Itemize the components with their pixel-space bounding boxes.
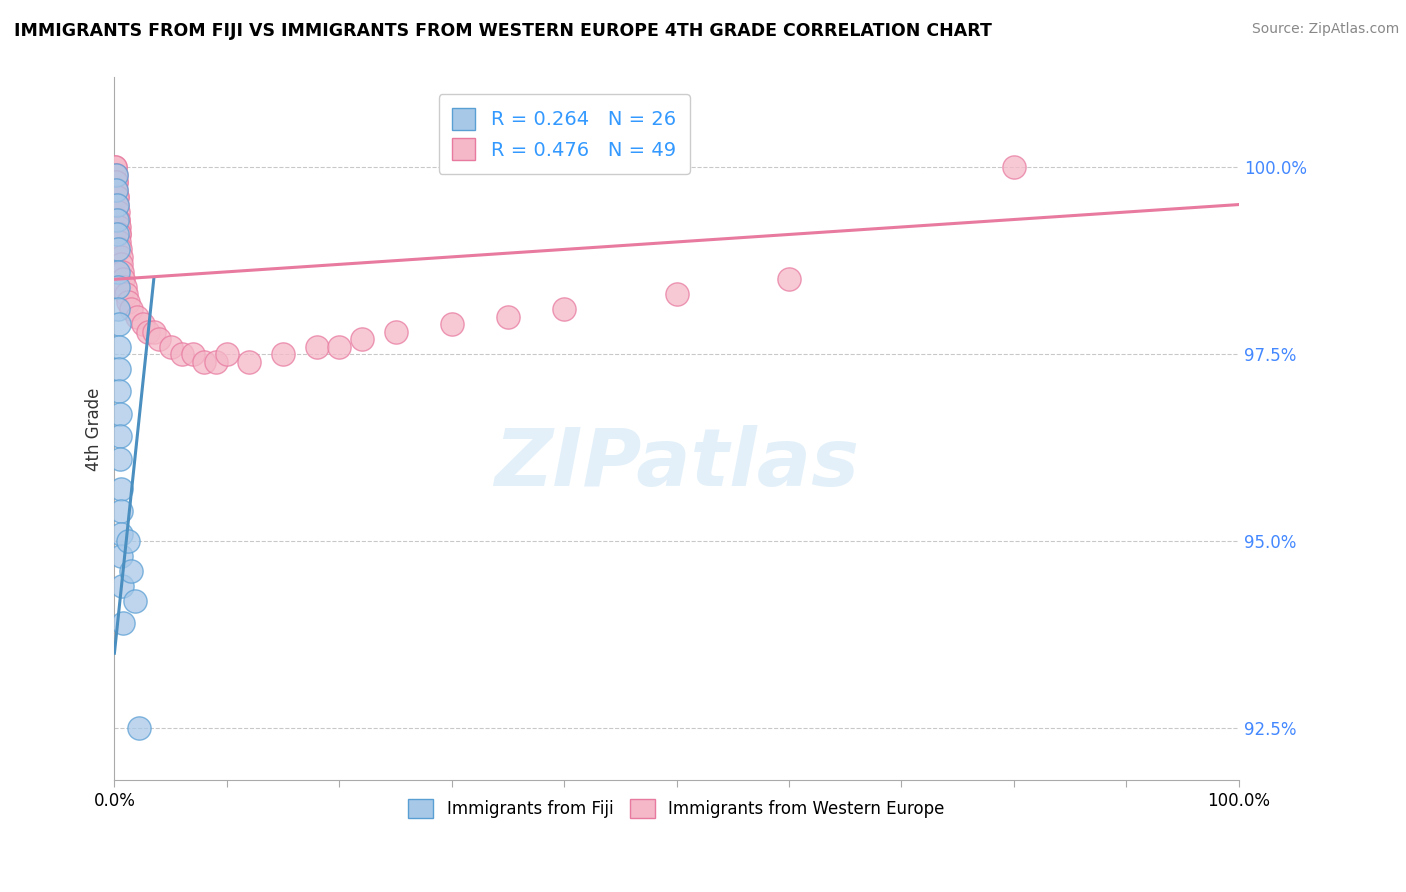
Point xyxy=(440,317,463,331)
Point xyxy=(665,287,688,301)
Point xyxy=(104,160,127,174)
Point xyxy=(105,227,128,242)
Point xyxy=(120,302,142,317)
Point xyxy=(117,534,139,549)
Legend: Immigrants from Fiji, Immigrants from Western Europe: Immigrants from Fiji, Immigrants from We… xyxy=(402,793,952,825)
Point xyxy=(120,564,142,578)
Point xyxy=(114,287,136,301)
Point xyxy=(110,257,132,271)
Point xyxy=(105,175,128,189)
Point xyxy=(108,235,131,249)
Point xyxy=(107,205,129,219)
Text: IMMIGRANTS FROM FIJI VS IMMIGRANTS FROM WESTERN EUROPE 4TH GRADE CORRELATION CHA: IMMIGRANTS FROM FIJI VS IMMIGRANTS FROM … xyxy=(14,22,993,40)
Point xyxy=(107,302,129,317)
Point xyxy=(108,243,131,257)
Point xyxy=(107,265,129,279)
Point xyxy=(108,340,131,354)
Point xyxy=(108,384,131,399)
Point xyxy=(107,243,129,257)
Point xyxy=(159,340,181,354)
Point xyxy=(128,721,150,735)
Text: Source: ZipAtlas.com: Source: ZipAtlas.com xyxy=(1251,22,1399,37)
Point xyxy=(778,272,800,286)
Point xyxy=(105,183,128,197)
Point xyxy=(110,250,132,264)
Point xyxy=(136,325,159,339)
Point xyxy=(107,219,129,234)
Point xyxy=(110,482,132,496)
Point xyxy=(107,280,129,294)
Point xyxy=(114,280,136,294)
Y-axis label: 4th Grade: 4th Grade xyxy=(86,387,103,471)
Point xyxy=(305,340,328,354)
Point xyxy=(108,407,131,421)
Point xyxy=(108,429,131,443)
Point xyxy=(107,212,129,227)
Point xyxy=(105,197,128,211)
Point xyxy=(181,347,204,361)
Point xyxy=(105,197,128,211)
Point xyxy=(271,347,294,361)
Point xyxy=(110,504,132,518)
Point xyxy=(108,227,131,242)
Point xyxy=(1002,160,1025,174)
Point xyxy=(107,219,129,234)
Point xyxy=(215,347,238,361)
Point xyxy=(384,325,406,339)
Point xyxy=(104,168,127,182)
Text: ZIPatlas: ZIPatlas xyxy=(494,425,859,503)
Point xyxy=(111,579,134,593)
Point xyxy=(125,310,148,324)
Point xyxy=(238,354,260,368)
Point xyxy=(110,549,132,563)
Point xyxy=(350,332,373,346)
Point xyxy=(104,175,127,189)
Point xyxy=(204,354,226,368)
Point xyxy=(110,451,132,466)
Point xyxy=(124,594,146,608)
Point xyxy=(111,265,134,279)
Point xyxy=(553,302,575,317)
Point xyxy=(131,317,153,331)
Point xyxy=(108,227,131,242)
Point xyxy=(148,332,170,346)
Point xyxy=(105,183,128,197)
Point xyxy=(104,160,127,174)
Point xyxy=(108,362,131,376)
Point xyxy=(110,526,132,541)
Point xyxy=(112,272,135,286)
Point xyxy=(328,340,350,354)
Point xyxy=(107,317,129,331)
Point xyxy=(193,354,215,368)
Point xyxy=(142,325,165,339)
Point xyxy=(112,616,135,631)
Point xyxy=(105,212,128,227)
Point xyxy=(105,168,128,182)
Point xyxy=(105,190,128,204)
Point xyxy=(170,347,193,361)
Point xyxy=(496,310,519,324)
Point xyxy=(117,294,139,309)
Point xyxy=(105,190,128,204)
Point xyxy=(107,212,129,227)
